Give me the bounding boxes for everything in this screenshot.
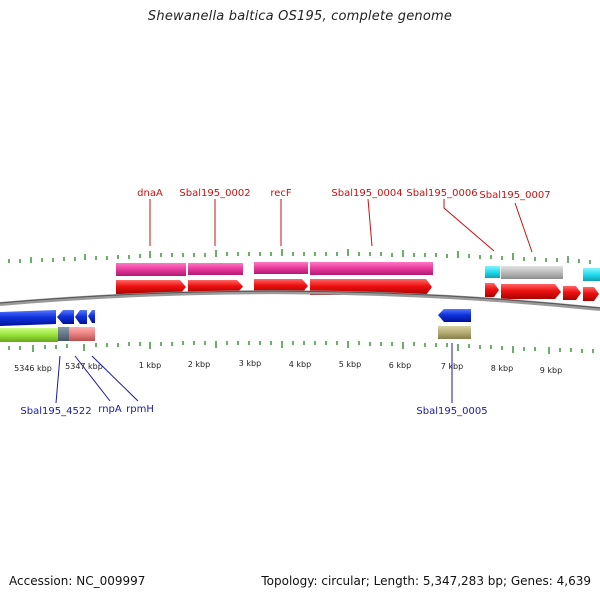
- upper-tick-ruler: [8, 249, 591, 264]
- map-title: Shewanella baltica OS195, complete genom…: [147, 9, 453, 24]
- tick-label-5346kbp: 5346 kbp: [14, 364, 52, 373]
- lower-gene-track[interactable]: [0, 326, 471, 342]
- gene-edge-cyan[interactable]: [583, 268, 600, 281]
- gene-sbal195-4522[interactable]: [0, 328, 58, 342]
- tick-label-1kbp: 1 kbp: [139, 361, 161, 370]
- label-rpmH: rpmH: [126, 404, 154, 415]
- genome-summary-text: Topology: circular; Length: 5,347,283 bp…: [261, 574, 591, 588]
- tick-label-2kbp: 2 kbp: [188, 360, 210, 369]
- label-sbal195-0002: Sbal195_0002: [179, 188, 250, 199]
- tick-label-9kbp: 9 kbp: [540, 366, 562, 375]
- reverse-cds-track[interactable]: [0, 309, 471, 326]
- gene-sbal195-0004[interactable]: [310, 262, 433, 275]
- lower-label-leaders: [55, 343, 453, 404]
- gene-sbal195-0007[interactable]: [501, 266, 563, 279]
- label-sbal195-0006: Sbal195_0006: [406, 188, 477, 199]
- label-sbal195-0005: Sbal195_0005: [416, 406, 487, 417]
- label-dnaA: dnaA: [137, 188, 163, 199]
- lower-tick-ruler: [8, 341, 594, 354]
- cds-recF[interactable]: [254, 279, 308, 293]
- cds-rnpA[interactable]: [57, 310, 74, 324]
- accession-text: Accession: NC_009997: [9, 574, 146, 588]
- gene-sbal195-0002[interactable]: [188, 263, 243, 275]
- cds-rpmH[interactable]: [75, 310, 87, 324]
- tick-label-4kbp: 4 kbp: [289, 360, 311, 369]
- cds-dnaA[interactable]: [116, 280, 186, 294]
- cds-sbal195-0005[interactable]: [438, 309, 471, 322]
- cds-sbal195-4522[interactable]: [0, 310, 56, 326]
- gene-rnpA-region[interactable]: [58, 327, 69, 341]
- cds-sbal195-0008[interactable]: [563, 286, 581, 300]
- upper-gene-track[interactable]: [116, 262, 600, 281]
- tick-label-8kbp: 8 kbp: [491, 364, 513, 373]
- label-sbal195-0007: Sbal195_0007: [479, 190, 550, 201]
- gene-sbal195-0005[interactable]: [438, 326, 471, 339]
- cds-small-reverse[interactable]: [88, 310, 95, 323]
- cds-sbal195-0006[interactable]: [485, 283, 499, 297]
- label-rnpA: rnpA: [98, 404, 122, 415]
- genome-backbone: [0, 290, 600, 311]
- gene-rpmH[interactable]: [87, 327, 95, 341]
- tick-label-3kbp: 3 kbp: [239, 359, 261, 368]
- cds-sbal195-0007[interactable]: [501, 284, 561, 299]
- tick-labels: 5346 kbp 5347 kbp 1 kbp 2 kbp 3 kbp 4 kb…: [14, 359, 562, 375]
- lower-gene-labels: Sbal195_4522 rnpA rpmH Sbal195_0005: [20, 404, 487, 417]
- gene-recF[interactable]: [254, 262, 308, 274]
- upper-label-leaders: [149, 198, 533, 253]
- genome-backbone-edge: [0, 290, 600, 309]
- gene-sbal195-0006[interactable]: [485, 266, 500, 278]
- label-sbal195-4522: Sbal195_4522: [20, 406, 91, 417]
- cds-sbal195-0002[interactable]: [188, 280, 243, 293]
- cds-sbal195-0009[interactable]: [583, 287, 599, 301]
- forward-cds-track[interactable]: [116, 279, 599, 301]
- gene-dnaA[interactable]: [116, 263, 186, 276]
- label-sbal195-0004: Sbal195_0004: [331, 188, 402, 199]
- gene-rnpA[interactable]: [69, 327, 87, 341]
- label-recF: recF: [270, 188, 292, 199]
- tick-label-5347kbp: 5347 kbp: [65, 362, 103, 371]
- tick-label-6kbp: 6 kbp: [389, 361, 411, 370]
- upper-gene-labels: dnaA Sbal195_0002 recF Sbal195_0004 Sbal…: [137, 188, 550, 201]
- tick-label-5kbp: 5 kbp: [339, 360, 361, 369]
